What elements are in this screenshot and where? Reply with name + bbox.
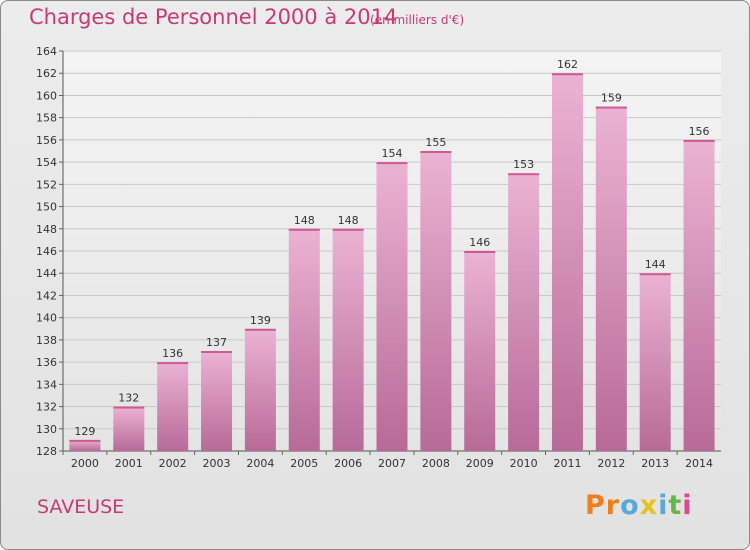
commune-name: SAVEUSE [37,496,125,518]
bar-top-edge [201,351,233,353]
bar-value-label: 153 [513,158,534,171]
bar-top-edge [595,106,627,109]
y-tick-label: 134 [36,378,57,391]
logo-letter: r [605,490,621,521]
bar [683,139,715,451]
bar-top-edge [332,228,364,231]
chart-title: Charges de Personnel 2000 à 2014 [29,5,398,29]
x-tick-label: 2014 [685,457,713,470]
bar-value-label: 162 [557,58,578,71]
x-tick-label: 2006 [334,457,362,470]
bar-value-label: 155 [425,136,446,149]
bar [420,151,452,451]
y-tick-label: 144 [36,267,57,280]
y-tick-label: 136 [36,356,57,369]
y-tick-label: 146 [36,245,57,258]
proxiti-logo: Proxiti [585,490,693,521]
bar [157,362,189,451]
bar [464,251,496,451]
bar-value-label: 148 [338,214,359,227]
y-tick-label: 142 [36,289,57,302]
x-tick-label: 2012 [597,457,625,470]
logo-letter: P [585,490,606,521]
x-tick-label: 2000 [71,457,99,470]
logo-letter: o [620,490,640,521]
x-tick-label: 2013 [641,457,669,470]
bar-value-label: 136 [162,347,183,360]
y-tick-label: 160 [36,89,57,102]
x-tick-label: 2004 [246,457,274,470]
logo-letter: t [668,490,683,521]
bar-value-label: 139 [250,314,271,327]
x-tick-label: 2008 [422,457,450,470]
bar [244,328,276,451]
bar-top-edge [113,406,145,409]
bar-top-edge [288,228,320,231]
logo-letter: i [682,490,693,521]
bar-top-edge [69,439,101,442]
bar-top-edge [683,139,715,142]
y-tick-label: 148 [36,223,57,236]
bar [551,73,583,451]
bar [201,351,233,451]
bar [376,162,408,451]
bar [69,439,101,451]
bar-top-edge [420,151,452,153]
logo-letter: i [658,490,669,521]
x-tick-label: 2009 [466,457,494,470]
bar-value-label: 132 [118,392,139,405]
bar-top-edge [551,73,583,76]
bar-value-label: 148 [294,214,315,227]
logo-letter: x [639,490,659,521]
y-tick-label: 130 [36,423,57,436]
y-tick-label: 152 [36,178,57,191]
y-tick-label: 162 [36,67,57,80]
bar [595,106,627,452]
bar [288,228,320,451]
y-tick-label: 132 [36,401,57,414]
bar-top-edge [464,251,496,253]
bar-top-edge [639,273,671,276]
bar-value-label: 129 [74,425,95,438]
bar [332,228,364,451]
chart-subtitle: (en milliers d'€) [370,13,465,27]
bar-value-label: 156 [689,125,710,138]
y-tick-label: 164 [36,45,57,58]
y-tick-label: 138 [36,334,57,347]
bar [508,173,540,451]
bar-value-label: 144 [645,258,666,271]
x-tick-label: 2005 [290,457,318,470]
x-tick-label: 2010 [510,457,538,470]
bar-value-label: 154 [382,147,403,160]
x-tick-label: 2011 [553,457,581,470]
x-tick-label: 2003 [203,457,231,470]
y-tick-label: 156 [36,134,57,147]
x-tick-label: 2001 [115,457,143,470]
bar [113,406,145,451]
y-tick-label: 128 [36,445,57,458]
bar-value-label: 137 [206,336,227,349]
bar-top-edge [508,173,540,176]
y-tick-label: 158 [36,112,57,125]
y-tick-label: 154 [36,156,57,169]
bar-value-label: 146 [469,236,490,249]
bar-top-edge [376,162,408,165]
bar-top-edge [157,362,189,365]
y-tick-label: 140 [36,312,57,325]
bar-value-label: 159 [601,92,622,105]
bar [639,273,671,451]
x-tick-label: 2007 [378,457,406,470]
bar-top-edge [244,328,276,331]
x-tick-label: 2002 [159,457,187,470]
y-tick-label: 150 [36,201,57,214]
